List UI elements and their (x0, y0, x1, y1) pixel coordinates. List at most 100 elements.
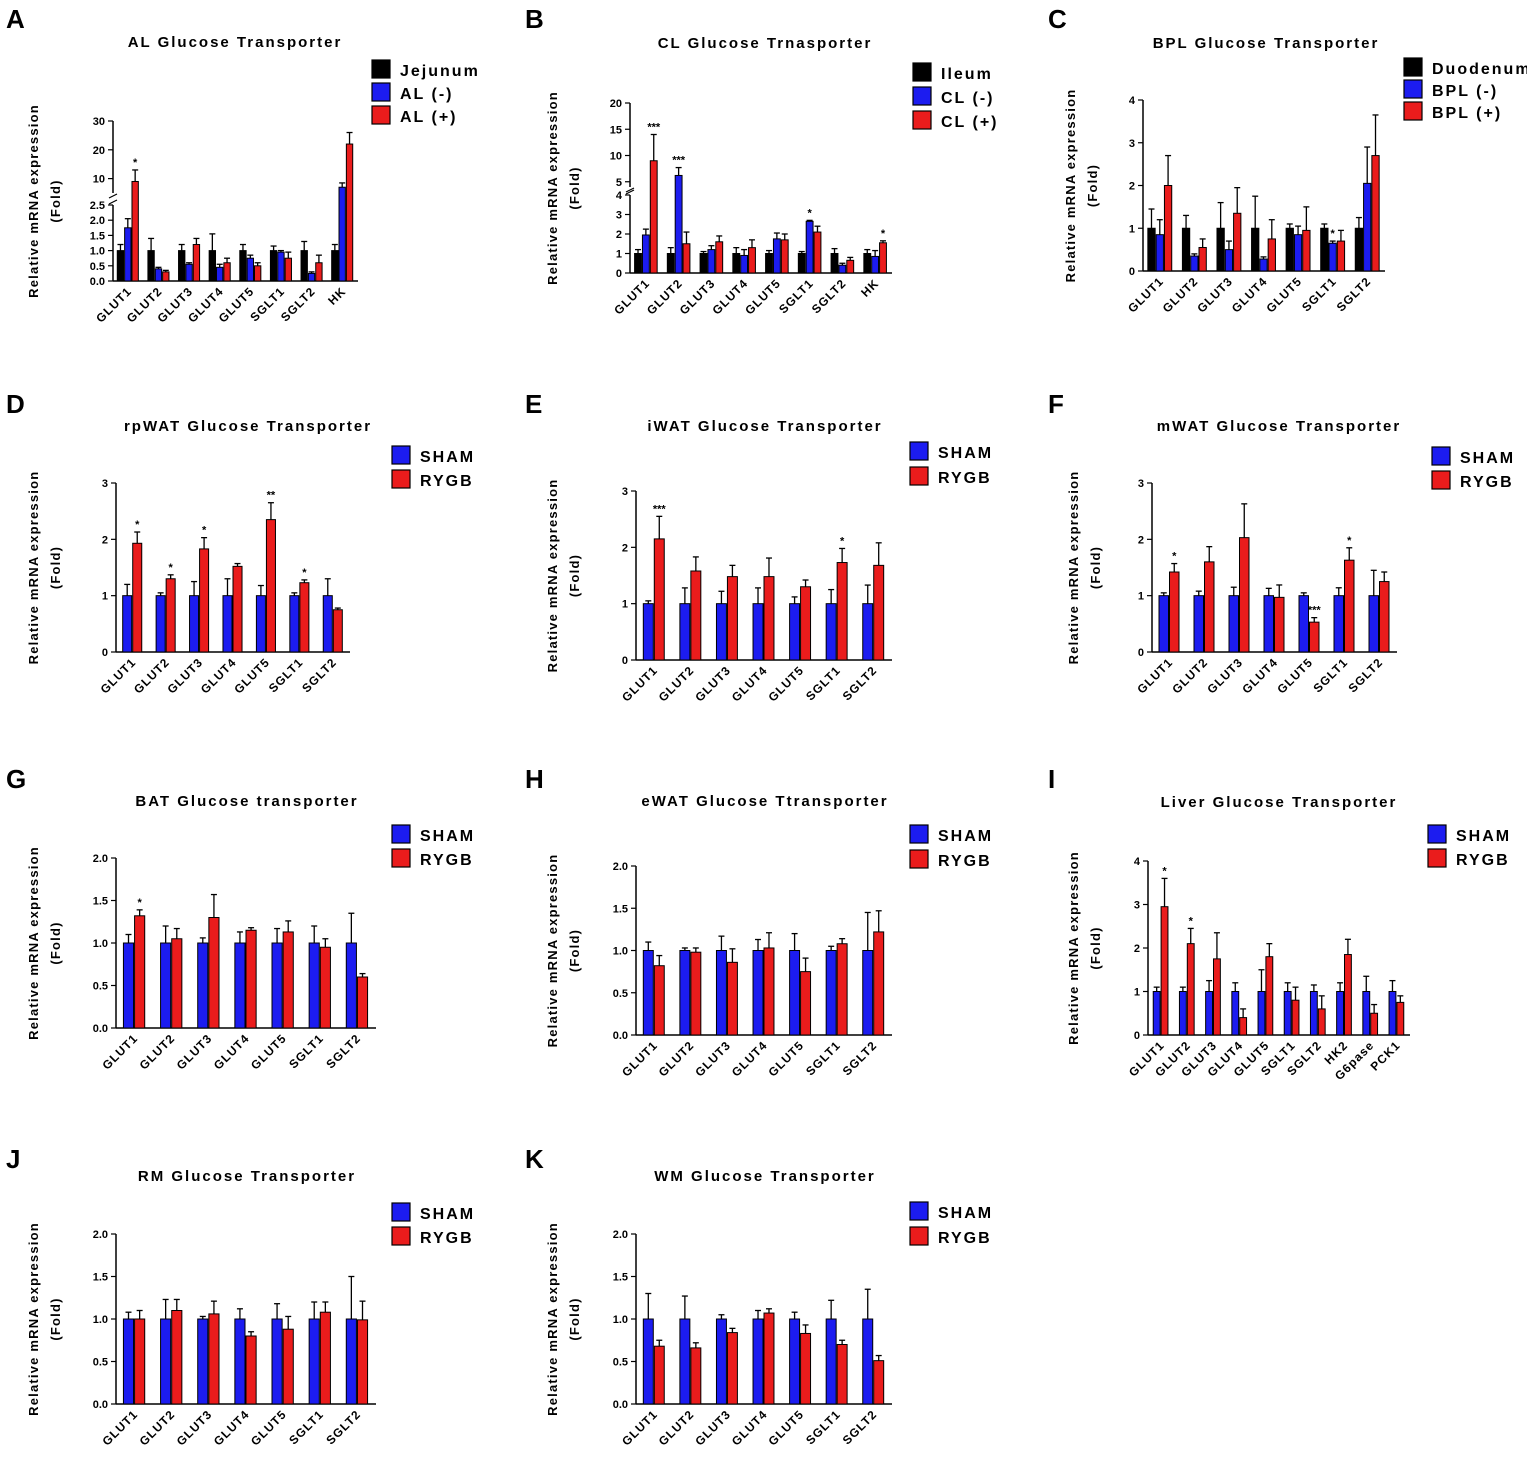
bar-rygb-pck1 (1396, 1001, 1405, 1036)
x-tick-glut4: GLUT4 (1239, 655, 1280, 696)
bar-rygb-sglt2 (356, 976, 369, 1029)
chart-title: BAT Glucose transporter (135, 793, 358, 810)
axis-break-mark (108, 193, 118, 199)
significance-label: * (1172, 551, 1177, 563)
panel-letter: I (1048, 764, 1055, 794)
y-tick-label: 1.5 (613, 903, 628, 915)
x-tick-label: GLUT3 (1194, 274, 1235, 315)
x-tick-glut3: GLUT3 (677, 276, 718, 317)
legend-label: CL (-) (941, 90, 994, 107)
bar-bpl-glut3 (1224, 249, 1234, 272)
x-tick-glut2: GLUT2 (644, 276, 685, 317)
x-tick-glut3: GLUT3 (1194, 274, 1235, 315)
x-tick-label: SGLT1 (1310, 655, 1350, 695)
bar-sham-sglt1 (308, 942, 320, 1029)
bar-sham-glut4 (752, 1318, 764, 1405)
bar-rygb-glut3 (199, 548, 210, 653)
legend-swatch-sham (1431, 446, 1451, 466)
bar-sham-glut5 (271, 942, 283, 1029)
bar-cl-glut5 (772, 238, 781, 274)
bar-cl-sglt1 (813, 231, 822, 274)
y-tick-label: 1 (102, 591, 108, 603)
bar-rygb-glut3 (1213, 958, 1221, 1036)
significance-label: *** (672, 155, 686, 167)
panel-letter: A (6, 4, 25, 34)
y-tick-label: 2.5 (90, 200, 105, 212)
bar-sham-glut1 (642, 950, 654, 1036)
legend-label: AL (+) (400, 109, 457, 126)
bar-duodenum-glut4 (1251, 227, 1260, 272)
x-tick-label: GLUT3 (677, 276, 718, 317)
x-tick-sglt1: SGLT1 (803, 663, 843, 703)
bars (122, 893, 369, 1029)
y-tick-label: 0 (1129, 266, 1135, 278)
bar-rygb-glut3 (726, 1332, 738, 1405)
bar-cl-glut2 (674, 174, 683, 274)
bar-rygb-hk2 (1344, 954, 1352, 1036)
bar-bpl-glut3 (1233, 212, 1242, 272)
x-tick-glut3: GLUT3 (692, 663, 733, 704)
y-axis-label-sub: (Fold) (1088, 546, 1103, 589)
bar-rygb-glut2 (1186, 943, 1195, 1036)
bar-rygb-glut1 (132, 542, 143, 653)
bar-rygb-glut5 (282, 1328, 294, 1405)
bar-jejunum-glut5 (239, 250, 247, 282)
bars (634, 133, 887, 274)
bar-rygb-glut2 (1204, 561, 1215, 653)
x-tick-label: SGLT2 (809, 276, 849, 316)
significance-label: * (807, 207, 812, 219)
significance-label: ** (267, 490, 276, 502)
x-tick-label: SGLT1 (803, 1407, 843, 1447)
bar-ileum-hk (863, 253, 872, 274)
x-tick-glut2: GLUT2 (137, 1407, 178, 1448)
legend-label: SHAM (420, 449, 475, 466)
bar-sham-glut5 (1257, 991, 1266, 1036)
panel-c: C BPL Glucose Transporter Relative mRNA ex… (1048, 4, 1527, 315)
x-tick-label: GLUT1 (619, 1038, 660, 1079)
x-tick-sglt1: SGLT1 (266, 655, 306, 695)
x-tick-label: GLUT3 (692, 663, 733, 704)
bars (122, 502, 343, 653)
y-tick-label: 0.0 (90, 276, 105, 288)
bar-jejunum-glut2 (147, 250, 155, 282)
x-tick-glut3: GLUT3 (174, 1031, 215, 1072)
legend: SHAM RYGB (391, 824, 473, 869)
bar-al-glut4 (216, 266, 224, 282)
chart-title: BPL Glucose Transporter (1153, 35, 1380, 52)
bar-sham-glut4 (234, 1318, 246, 1405)
x-tick-label: GLUT5 (1263, 274, 1304, 315)
y-tick-label: 30 (93, 116, 105, 128)
x-tick-label: HK (325, 284, 349, 308)
legend: SHAM RYGB (391, 445, 475, 490)
y-axis-label-sub: (Fold) (567, 166, 582, 209)
bar-rygb-sglt2 (332, 609, 343, 653)
x-tick-pck1: PCK1 (1368, 1038, 1403, 1073)
x-tick-glut5: GLUT5 (1274, 655, 1315, 696)
y-axis-label: Relative mRNA expression (Fold) (26, 104, 63, 298)
bar-rygb-glut1 (653, 965, 665, 1036)
bar-rygb-sglt2 (873, 1360, 885, 1405)
x-tick-label: SGLT1 (776, 276, 816, 316)
y-axis-label-main: Relative mRNA expression (26, 471, 41, 665)
significance-label: * (881, 228, 886, 240)
x-tick-label: GLUT1 (99, 1407, 140, 1448)
legend-swatch-rygb (391, 848, 411, 868)
x-tick-label: SGLT2 (840, 1038, 880, 1078)
x-tick-label: GLUT3 (1204, 655, 1245, 696)
y-tick-label: 0.5 (93, 1357, 108, 1369)
x-tick-label: GLUT1 (98, 655, 139, 696)
x-tick-label: GLUT1 (1134, 655, 1175, 696)
bar-rygb-sglt2 (873, 931, 885, 1036)
bar-rygb-sglt1 (1344, 559, 1355, 653)
x-tick-label: SGLT2 (323, 1407, 363, 1447)
y-tick-label: 2 (1129, 181, 1135, 193)
bar-rygb-sglt1 (1291, 999, 1300, 1036)
y-axis-label: Relative mRNA expression (Fold) (545, 854, 582, 1048)
bar-sham-glut5 (789, 950, 801, 1036)
bar-rygb-glut1 (1169, 571, 1180, 653)
panel-letter: B (525, 4, 544, 34)
chart-title: mWAT Glucose Transporter (1157, 418, 1401, 435)
x-tick-glut1: GLUT1 (99, 1407, 140, 1448)
bar-sham-glut1 (642, 1318, 654, 1405)
